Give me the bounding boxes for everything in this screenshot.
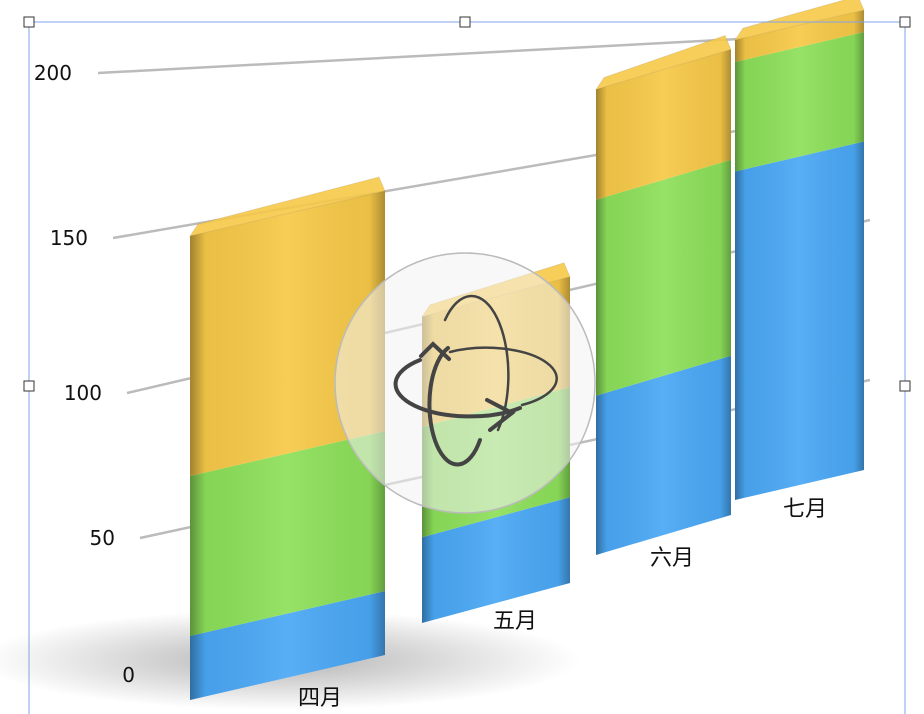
resize-handles[interactable] [23,16,911,392]
bar-segment-shading [596,159,731,396]
bar-top [733,0,865,41]
bar-segment-shading [422,497,570,623]
bar-segment-shading [735,141,864,500]
y-tick-label: 50 [90,526,115,550]
y-tick-label: 200 [34,61,72,85]
x-tick-label: 四月 [298,686,342,711]
bar-segment-shading [190,591,385,700]
bar-top [594,34,732,91]
x-axis-labels: 四月 五月 六月 七月 [298,497,827,711]
rotate-3d-icon [393,294,558,467]
x-tick-label: 七月 [783,497,827,522]
resize-handle[interactable] [899,380,911,392]
rotate-3d-control[interactable] [334,252,596,514]
bars [188,0,865,700]
bar-四月 [188,176,386,700]
gridline [97,33,816,75]
x-tick-label: 六月 [650,546,694,571]
bar-segment-shading [596,355,731,555]
bar-segment-shading [735,10,864,63]
resize-handle[interactable] [459,16,471,28]
bar-top [188,176,386,237]
bar-segment-shading [735,32,864,172]
resize-handle[interactable] [899,16,911,28]
bar-segment-shading [190,431,385,636]
y-tick-label: 150 [50,226,88,250]
bar-七月 [733,0,865,500]
y-tick-label: 100 [64,381,102,405]
y-axis-labels: 050100150200 [34,61,135,687]
resize-handle[interactable] [23,16,35,28]
x-tick-label: 五月 [493,609,537,634]
bar-六月 [594,34,732,555]
bar-segment-shading [596,49,731,200]
resize-handle[interactable] [23,380,35,392]
